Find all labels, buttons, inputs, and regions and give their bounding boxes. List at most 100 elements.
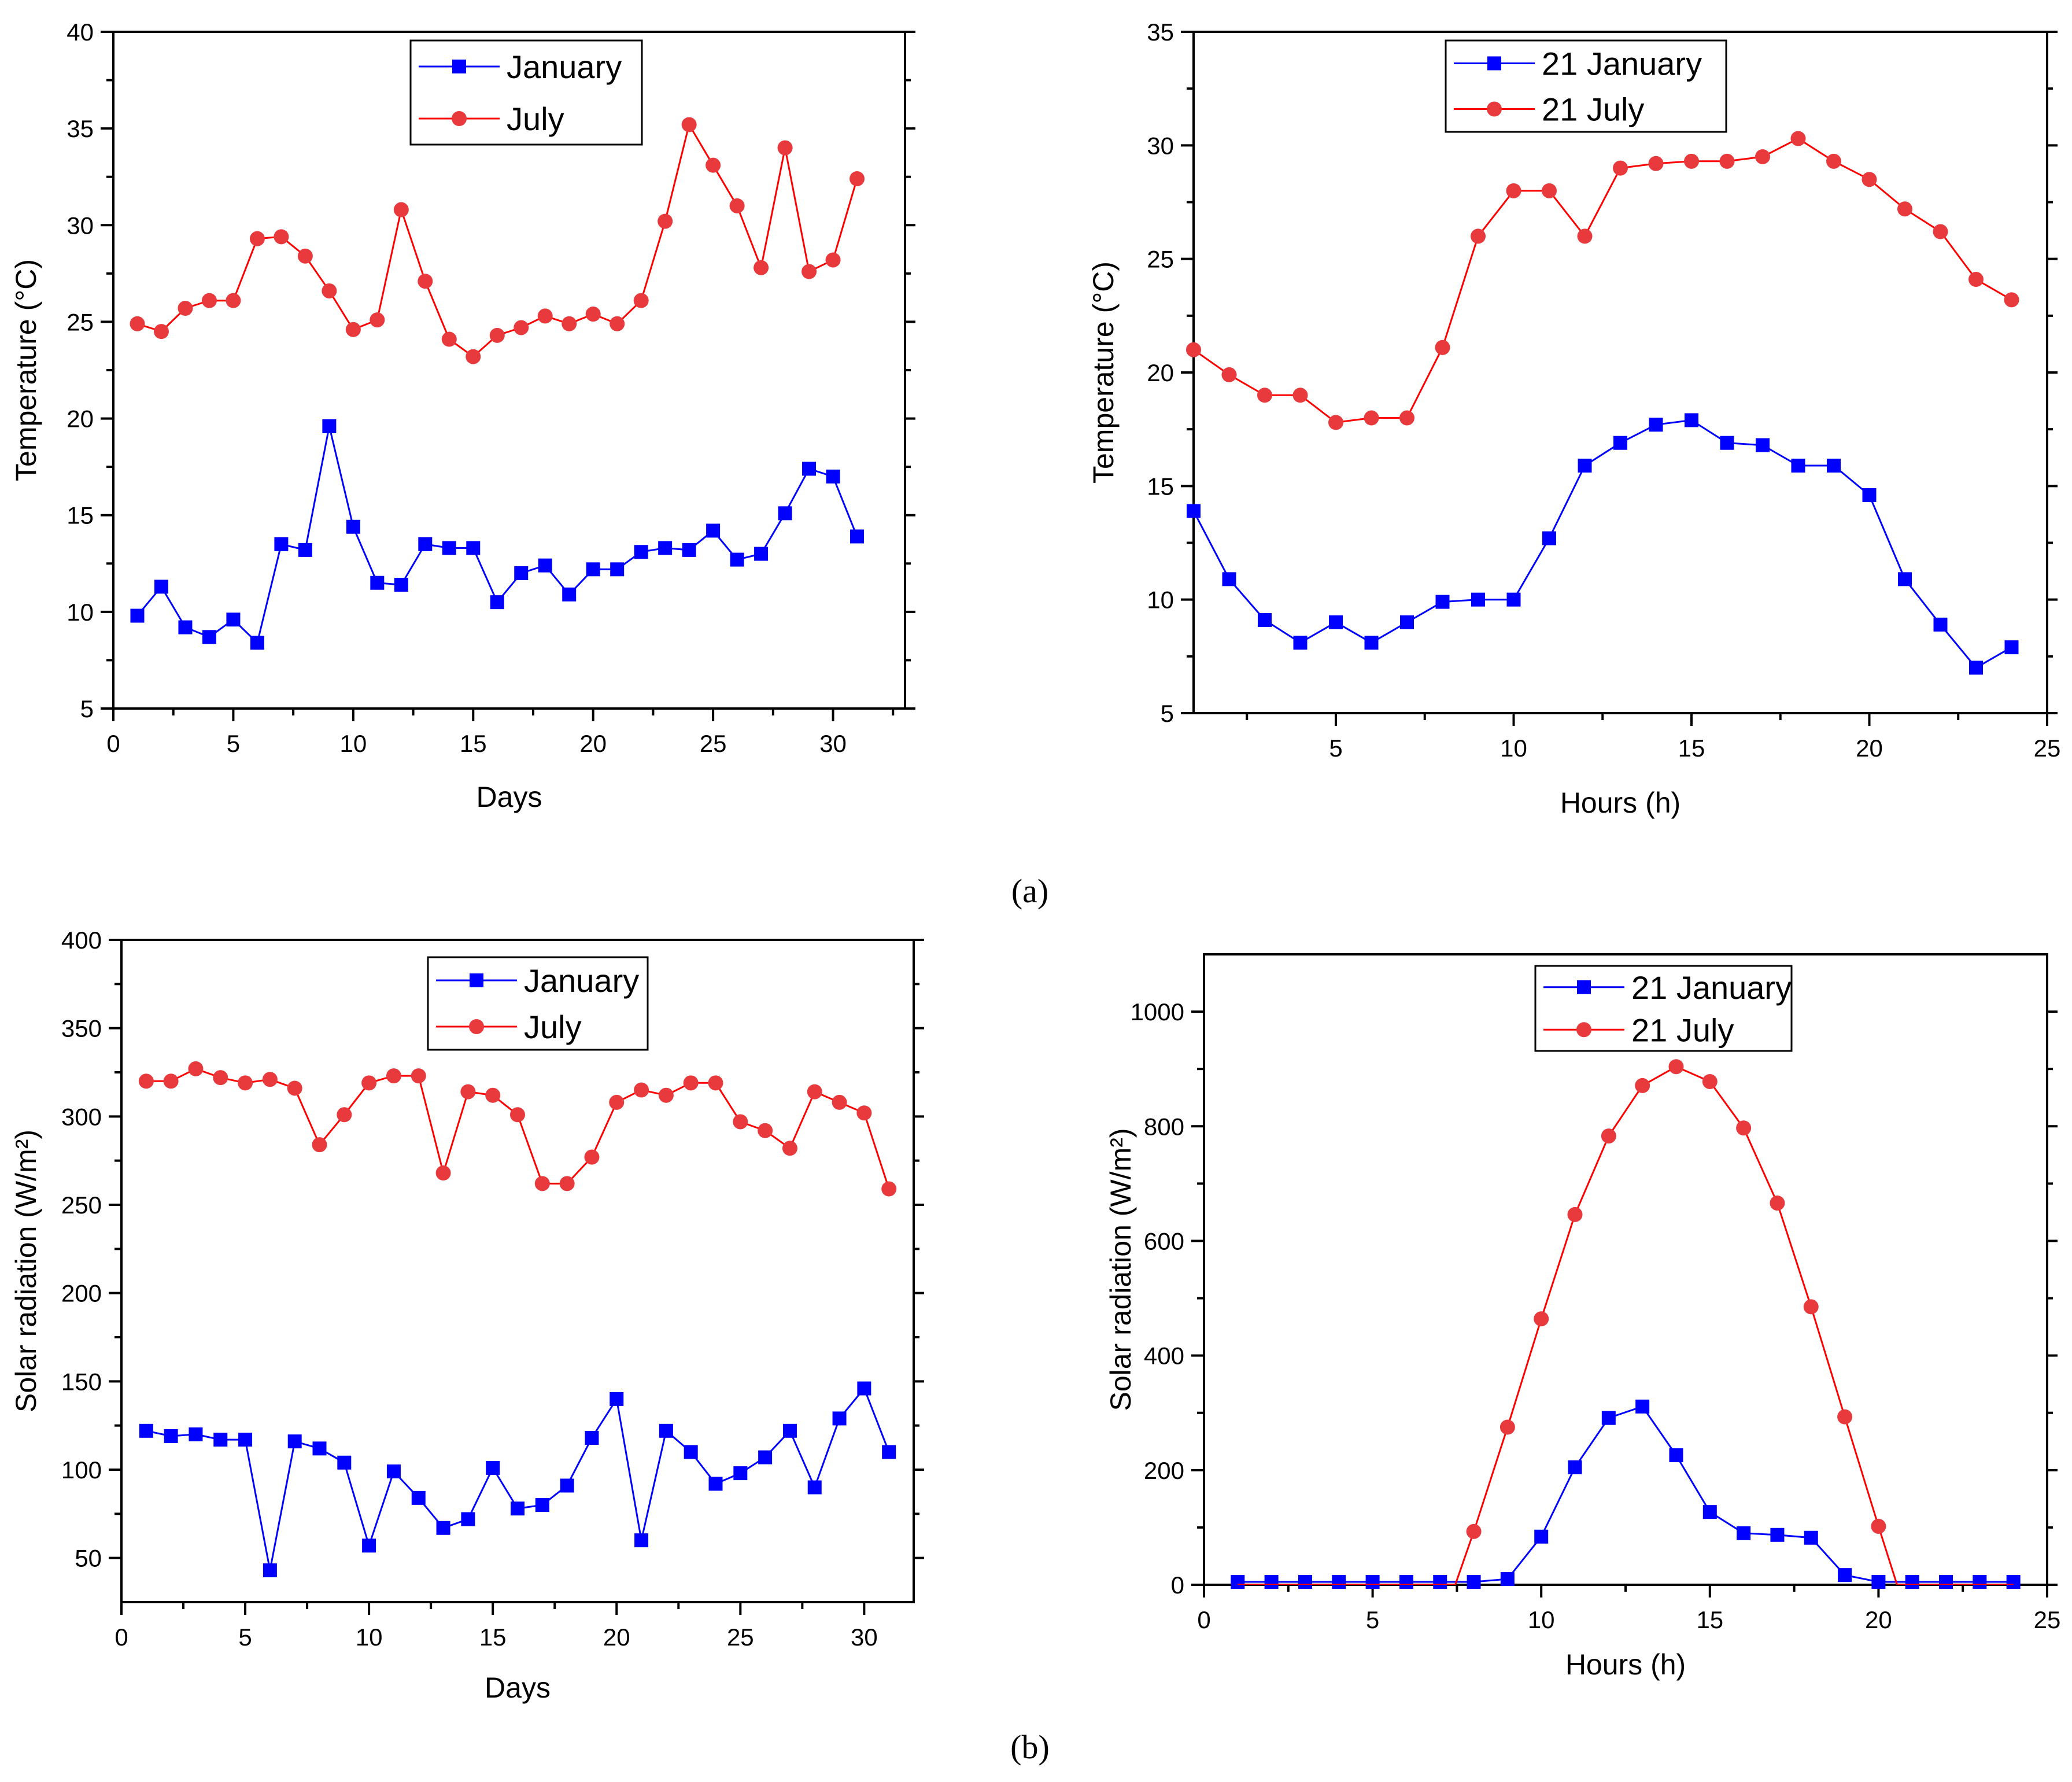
data-point-july <box>297 248 313 264</box>
data-point-july <box>1466 1523 1482 1539</box>
data-point-january <box>1898 572 1912 586</box>
data-point-january <box>1399 1575 1413 1589</box>
data-point-january <box>1222 572 1236 586</box>
data-point-july <box>881 1181 897 1197</box>
data-point-january <box>486 1460 500 1475</box>
data-point-january <box>346 519 360 534</box>
y-tick-label: 1000 <box>1131 998 1184 1025</box>
data-point-july <box>633 293 649 308</box>
data-point-july <box>683 1075 699 1091</box>
legend-label-january: 21 January <box>1542 46 1702 82</box>
legend-marker-square <box>1577 980 1591 994</box>
data-point-july <box>1506 183 1521 198</box>
legend-label-july: July <box>507 101 564 137</box>
x-tick-label: 5 <box>227 730 240 757</box>
data-point-january <box>1506 592 1521 607</box>
legend-label-july: 21 July <box>1631 1012 1734 1048</box>
x-tick-label: 20 <box>579 730 607 757</box>
data-point-january <box>706 523 721 538</box>
x-tick-label: 15 <box>1696 1606 1723 1633</box>
data-point-january <box>807 1480 822 1495</box>
data-point-january <box>154 580 168 594</box>
data-point-january <box>733 1466 748 1481</box>
legend-label-january: 21 January <box>1631 969 1792 1006</box>
x-tick-label: 30 <box>819 730 847 757</box>
y-tick-label: 10 <box>1147 586 1174 614</box>
data-point-january <box>586 562 600 577</box>
data-point-july <box>1567 1207 1583 1222</box>
legend-label-july: July <box>524 1009 582 1045</box>
data-point-july <box>585 307 601 322</box>
data-point-january <box>1702 1505 1717 1519</box>
data-point-january <box>1534 1529 1549 1544</box>
x-tick-label: 25 <box>2034 1606 2061 1633</box>
x-tick-label: 20 <box>1856 735 1883 762</box>
data-point-january <box>1467 1575 1481 1589</box>
data-point-july <box>706 157 721 173</box>
data-point-january <box>1862 488 1877 503</box>
data-point-january <box>585 1431 599 1445</box>
data-point-july <box>634 1082 649 1098</box>
data-point-july <box>393 202 409 217</box>
data-point-january <box>882 1445 896 1459</box>
data-point-july <box>1399 410 1414 426</box>
data-point-july <box>559 1176 575 1191</box>
data-point-january <box>2006 1575 2021 1589</box>
data-point-january <box>1770 1528 1785 1542</box>
data-point-july <box>312 1137 327 1153</box>
data-point-july <box>681 117 697 132</box>
data-point-january <box>857 1381 871 1396</box>
legend-marker-circle <box>1576 1022 1591 1038</box>
data-point-july <box>802 264 817 279</box>
data-point-july <box>1471 228 1486 244</box>
data-point-july <box>418 274 433 289</box>
data-point-july <box>1755 149 1770 164</box>
data-point-january <box>1973 1575 1987 1589</box>
y-tick-label: 400 <box>1144 1342 1184 1370</box>
x-tick-label: 10 <box>356 1624 383 1651</box>
y-tick-label: 15 <box>1147 473 1174 500</box>
data-point-january <box>189 1427 203 1441</box>
data-point-january <box>1298 1575 1312 1589</box>
data-point-july <box>1435 340 1450 355</box>
data-point-july <box>562 316 577 331</box>
data-point-january <box>298 543 312 557</box>
data-point-july <box>238 1075 253 1091</box>
data-point-july <box>1933 224 1948 239</box>
data-point-january <box>1601 1411 1616 1425</box>
data-point-january <box>1871 1575 1886 1589</box>
data-point-january <box>659 1423 673 1438</box>
y-tick-label: 40 <box>67 19 94 46</box>
data-point-july <box>825 252 841 268</box>
data-point-january <box>1187 504 1201 518</box>
y-tick-label: 100 <box>61 1456 102 1484</box>
data-point-january <box>274 537 289 551</box>
data-point-january <box>1737 1526 1751 1540</box>
data-point-january <box>1435 595 1450 609</box>
y-tick-label: 25 <box>67 308 94 335</box>
data-point-july <box>1186 342 1201 357</box>
data-point-january <box>1364 636 1379 650</box>
data-point-july <box>832 1094 847 1110</box>
data-point-july <box>609 1094 625 1110</box>
data-point-july <box>1702 1073 1718 1089</box>
data-point-january <box>1939 1575 1953 1589</box>
x-axis-label: Days <box>485 1672 551 1704</box>
legend-box <box>427 956 649 1051</box>
data-point-july <box>1499 1419 1515 1435</box>
data-point-january <box>802 462 817 476</box>
y-axis-label: Temperature (°C) <box>10 259 42 481</box>
y-tick-label: 30 <box>67 212 94 239</box>
data-point-january <box>322 419 337 433</box>
x-tick-label: 20 <box>1865 1606 1892 1633</box>
x-tick-label: 20 <box>603 1624 630 1651</box>
data-point-january <box>850 529 865 544</box>
data-point-july <box>1736 1120 1752 1136</box>
y-axis-label: Solar radiation (W/m²) <box>10 1130 42 1412</box>
data-point-july <box>534 1176 550 1191</box>
x-tick-label: 10 <box>1528 1606 1555 1633</box>
y-tick-label: 250 <box>61 1191 102 1219</box>
legend-box <box>409 39 643 146</box>
data-point-january <box>1635 1399 1650 1414</box>
data-point-july <box>370 312 385 328</box>
